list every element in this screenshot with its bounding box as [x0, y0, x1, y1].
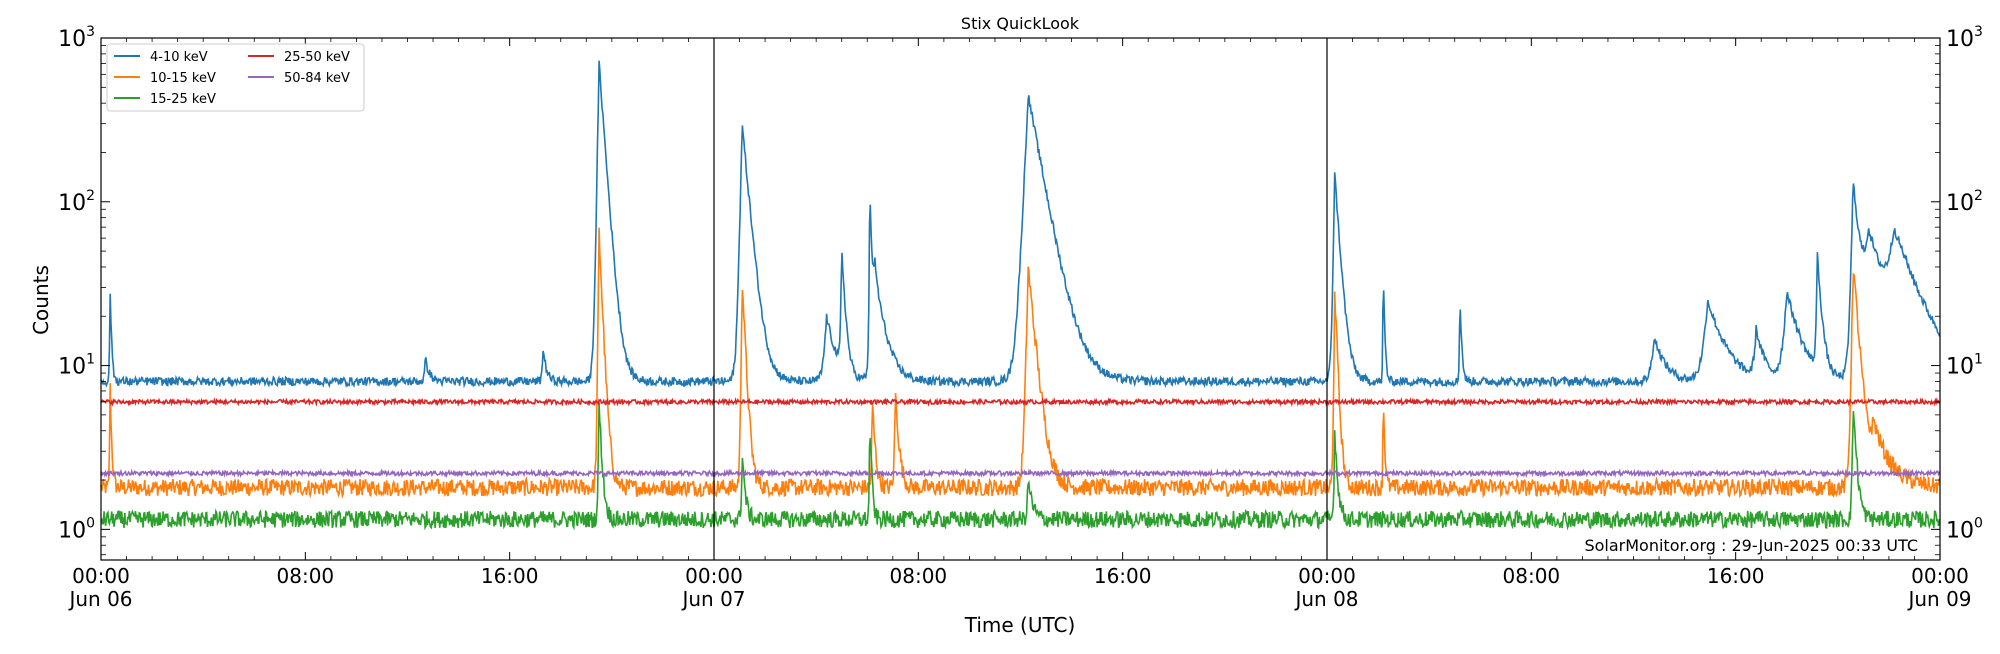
x-tick-time-label: 16:00	[1094, 564, 1152, 588]
y-tick-label: 103	[58, 24, 95, 52]
series-line-50-84-kev	[100, 468, 1941, 479]
x-tick-time-label: 08:00	[277, 564, 335, 588]
x-axis-label: Time (UTC)	[964, 613, 1076, 637]
y-tick-label: 101	[58, 352, 95, 380]
x-tick-date-label: Jun 09	[1906, 587, 1971, 611]
chart-title: Stix QuickLook	[961, 14, 1080, 33]
series-line-4-10-kev	[100, 60, 1941, 389]
day-dividers	[713, 38, 1328, 560]
y-tick-label: 102	[1946, 188, 1983, 216]
series-line-25-50-kev	[100, 396, 1941, 408]
series-lines	[100, 60, 1941, 531]
x-tick-time-label: 08:00	[1503, 564, 1561, 588]
x-tick-time-label: 08:00	[890, 564, 948, 588]
y-tick-label: 101	[1946, 352, 1983, 380]
x-tick-time-label: 00:00	[1298, 564, 1356, 588]
x-tick-date-label: Jun 06	[67, 587, 132, 611]
credit-annotation: SolarMonitor.org : 29-Jun-2025 00:33 UTC	[1584, 536, 1918, 555]
y-axis-label: Counts	[29, 265, 53, 335]
x-tick-time-label: 00:00	[685, 564, 743, 588]
x-tick-date-label: Jun 07	[680, 587, 745, 611]
y-tick-label: 103	[1946, 24, 1983, 52]
plot-frame	[100, 37, 1941, 561]
legend: 4-10 keV 10-15 keV 15-25 keV 25-50 keV 50-84…	[106, 43, 365, 112]
legend-label: 15-25 keV	[150, 92, 216, 107]
x-tick-time-label: 00:00	[72, 564, 130, 588]
x-tick-time-label: 16:00	[481, 564, 539, 588]
legend-label: 25-50 keV	[284, 50, 350, 65]
y-tick-label: 100	[1946, 515, 1983, 543]
legend-box	[106, 43, 365, 112]
y-tick-label: 102	[58, 188, 95, 216]
legend-label: 50-84 keV	[284, 71, 350, 86]
x-tick-date-label: Jun 08	[1293, 587, 1358, 611]
legend-label: 10-15 keV	[150, 71, 216, 86]
legend-label: 4-10 keV	[150, 50, 208, 65]
series-line-15-25-kev	[100, 402, 1941, 531]
x-tick-time-label: 00:00	[1911, 564, 1969, 588]
y-tick-label: 100	[58, 515, 95, 543]
x-tick-time-label: 16:00	[1707, 564, 1765, 588]
